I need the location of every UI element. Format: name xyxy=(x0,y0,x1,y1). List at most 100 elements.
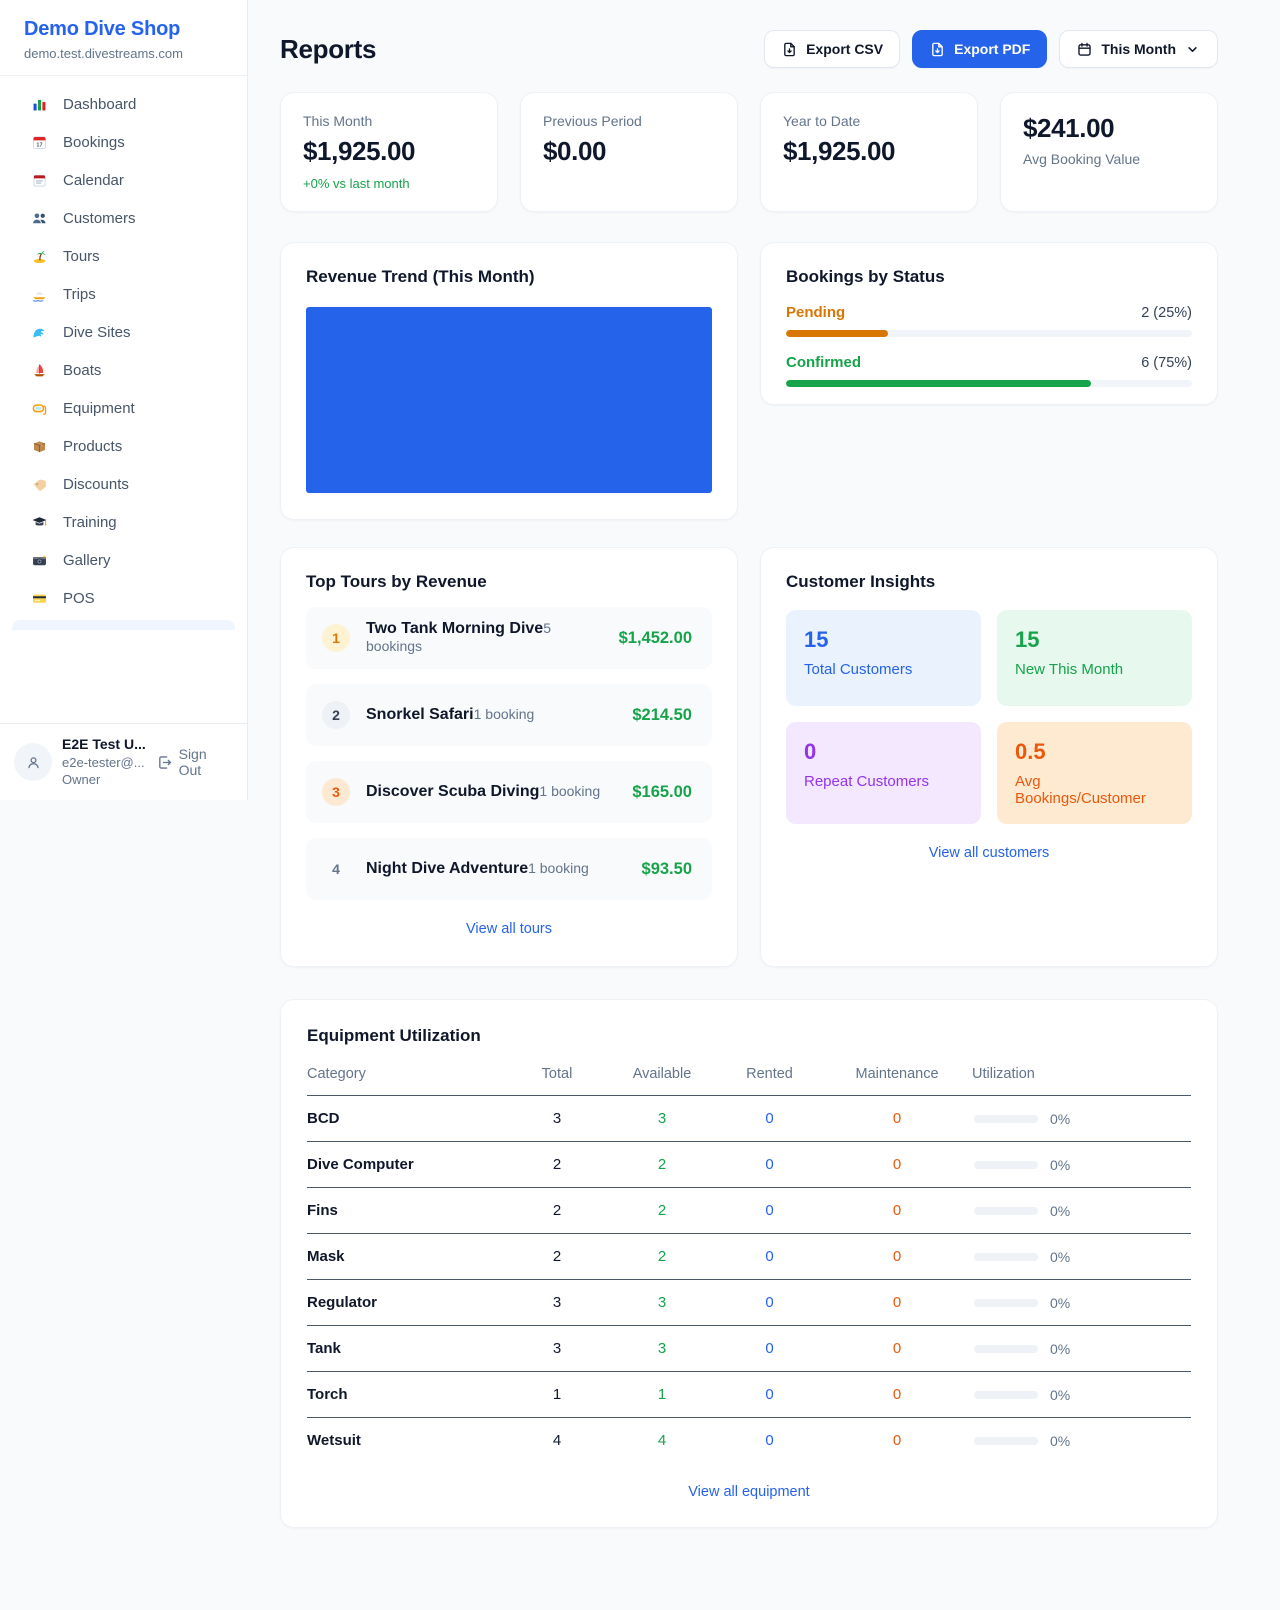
sidebar-item-equipment[interactable]: Equipment xyxy=(12,392,235,425)
export-csv-label: Export CSV xyxy=(806,41,884,57)
equipment-table-header: Category Total Available Rented Maintena… xyxy=(307,1066,1191,1096)
sailboat-icon xyxy=(30,362,49,379)
table-row: Wetsuit 4 4 0 0 0% xyxy=(307,1418,1191,1463)
col-maintenance: Maintenance xyxy=(855,1066,939,1082)
sidebar-item-products[interactable]: Products xyxy=(12,430,235,463)
page-title: Reports xyxy=(280,33,377,64)
wave-icon xyxy=(30,324,49,341)
sidebar-item-pos[interactable]: POS xyxy=(12,582,235,615)
sidebar-item-label: Boats xyxy=(63,362,102,379)
equipment-table: Category Total Available Rented Maintena… xyxy=(307,1066,1191,1463)
insight-tiles: 15 Total Customers 15 New This Month 0 R… xyxy=(786,610,1192,824)
sidebar-item-trips[interactable]: Trips xyxy=(12,278,235,311)
status-bar-track xyxy=(786,380,1192,387)
table-row: Torch 1 1 0 0 0% xyxy=(307,1372,1191,1418)
sidebar-item-label: Equipment xyxy=(63,400,135,417)
tour-bookings: 1 booking xyxy=(473,706,535,722)
sidebar-item-training[interactable]: Training xyxy=(12,506,235,539)
sidebar-item-label: Customers xyxy=(63,210,136,227)
view-all-tours-link[interactable]: View all tours xyxy=(466,921,552,937)
rank-badge: 3 xyxy=(322,778,350,806)
status-label: Confirmed xyxy=(786,354,861,371)
status-value: 6 (75%) xyxy=(1141,355,1192,371)
stat-label: Avg Booking Value xyxy=(1023,151,1141,167)
utilization-bar xyxy=(974,1252,1038,1261)
customer-insights-title: Customer Insights xyxy=(786,572,936,591)
revenue-trend-card: Revenue Trend (This Month) xyxy=(280,242,738,520)
user-info: E2E Test U... e2e-tester@... Owner xyxy=(62,735,146,789)
customer-insights-card: Customer Insights 15 Total Customers 15 … xyxy=(760,547,1218,967)
sidebar-item-label: Dashboard xyxy=(63,96,137,113)
cell-category: BCD xyxy=(307,1110,340,1127)
rank-badge: 1 xyxy=(322,624,350,652)
cell-maintenance: 0 xyxy=(892,1386,902,1403)
cell-rented: 0 xyxy=(765,1156,774,1173)
file-download-icon xyxy=(781,41,798,58)
sidebar-item-label: Calendar xyxy=(63,172,124,189)
insight-label: Total Customers xyxy=(804,661,913,678)
sidebar-item-gallery[interactable]: Gallery xyxy=(12,544,235,577)
view-all-equipment-link[interactable]: View all equipment xyxy=(688,1484,810,1500)
cell-available: 1 xyxy=(657,1386,667,1403)
rank-badge: 2 xyxy=(322,701,350,729)
user-role: Owner xyxy=(62,772,101,788)
users-icon xyxy=(30,210,49,227)
cell-total: 2 xyxy=(552,1156,562,1173)
sidebar-item-reports-active-partial[interactable] xyxy=(12,620,235,630)
sidebar-item-dive-sites[interactable]: Dive Sites xyxy=(12,316,235,349)
sidebar-item-discounts[interactable]: Discounts xyxy=(12,468,235,501)
avatar xyxy=(14,743,52,781)
cell-total: 1 xyxy=(552,1386,562,1403)
cell-maintenance: 0 xyxy=(892,1340,902,1357)
cell-category: Wetsuit xyxy=(307,1432,361,1449)
island-icon xyxy=(30,248,49,265)
tour-revenue: $93.50 xyxy=(641,859,692,878)
status-row-confirmed: Confirmed 6 (75%) xyxy=(786,354,1192,387)
cell-utilization: 0% xyxy=(1050,1248,1071,1265)
tour-bookings: 5 bookings xyxy=(366,620,551,654)
tour-row[interactable]: 2 Snorkel Safari1 booking $214.50 xyxy=(306,684,712,746)
sign-out-button[interactable]: Sign Out xyxy=(156,746,233,778)
calendar-icon xyxy=(1076,41,1093,58)
view-all-customers-link[interactable]: View all customers xyxy=(928,845,1050,861)
stat-value: $1,925.00 xyxy=(783,136,896,166)
sidebar-item-label: Products xyxy=(63,438,123,455)
sidebar-item-calendar[interactable]: Calendar xyxy=(12,164,235,197)
export-csv-button[interactable]: Export CSV xyxy=(764,30,901,68)
cell-available: 2 xyxy=(657,1202,667,1219)
tour-bookings: 1 booking xyxy=(528,860,589,876)
svg-text:17: 17 xyxy=(36,142,42,148)
tour-name: Discover Scuba Diving xyxy=(366,783,540,800)
cell-rented: 0 xyxy=(765,1386,774,1403)
sidebar-item-boats[interactable]: Boats xyxy=(12,354,235,387)
bar-chart-icon xyxy=(30,96,49,113)
main-content: Reports Export CSV Export PDF This Month… xyxy=(248,0,1218,1528)
file-download-icon xyxy=(929,41,946,58)
sidebar-item-dashboard[interactable]: Dashboard xyxy=(12,88,235,121)
status-bar-fill xyxy=(786,380,1091,387)
box-icon xyxy=(30,438,49,455)
stat-card-this-month: This Month $1,925.00 +0% vs last month xyxy=(280,92,498,212)
cell-maintenance: 0 xyxy=(892,1156,902,1173)
top-tours-title: Top Tours by Revenue xyxy=(306,572,487,591)
sidebar-item-bookings[interactable]: 17 Bookings xyxy=(12,126,235,159)
cell-total: 3 xyxy=(552,1340,562,1357)
insight-value: 15 xyxy=(804,627,829,652)
table-row: Dive Computer 2 2 0 0 0% xyxy=(307,1142,1191,1188)
sidebar-item-customers[interactable]: Customers xyxy=(12,202,235,235)
user-email: e2e-tester@... xyxy=(62,754,145,770)
tour-row[interactable]: 4 Night Dive Adventure1 booking $93.50 xyxy=(306,838,712,900)
period-dropdown[interactable]: This Month xyxy=(1059,30,1218,68)
stat-card-previous-period: Previous Period $0.00 xyxy=(520,92,738,212)
stat-label: Year to Date xyxy=(783,113,861,129)
tour-row[interactable]: 3 Discover Scuba Diving1 booking $165.00 xyxy=(306,761,712,823)
chevron-down-icon xyxy=(1184,41,1201,58)
utilization-bar xyxy=(974,1114,1038,1123)
utilization-bar xyxy=(974,1298,1038,1307)
export-pdf-button[interactable]: Export PDF xyxy=(912,30,1048,68)
insight-value: 15 xyxy=(1015,627,1040,652)
tour-row[interactable]: 1 Two Tank Morning Dive5 bookings $1,452… xyxy=(306,607,712,669)
sidebar-item-tours[interactable]: Tours xyxy=(12,240,235,273)
stat-label: This Month xyxy=(303,113,373,129)
stat-value: $241.00 xyxy=(1023,113,1115,143)
